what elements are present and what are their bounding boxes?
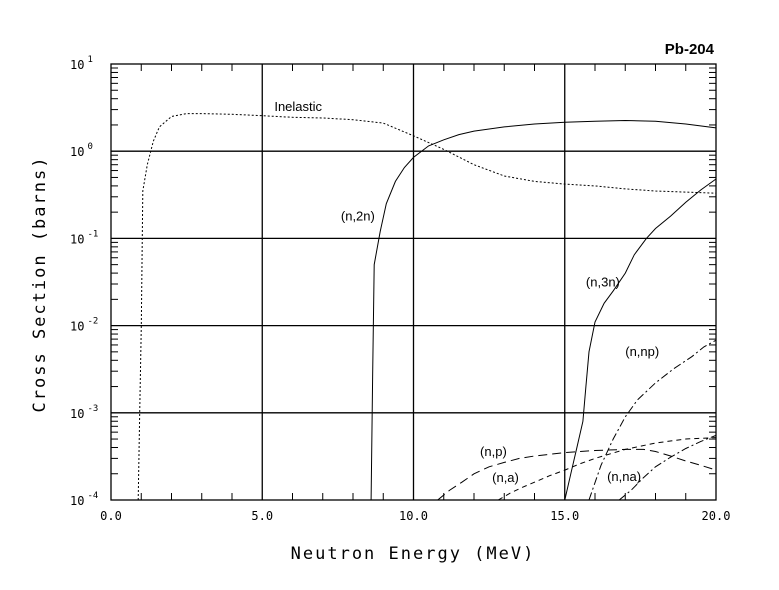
series-label-n-a: (n,a) (492, 470, 519, 485)
x-axis-label: Neutron Energy (MeV) (291, 544, 536, 564)
chart-title: Pb-204 (665, 41, 715, 58)
series-line-n-2n (370, 119, 717, 501)
series-line-n-a (497, 437, 717, 501)
series-line-n-np (588, 339, 717, 501)
series-labels: Inelastic (n,2n) (n,3n) (n,np) (n,p) (n,a) (n,… (274, 99, 659, 485)
series-label-n-2n: (n,2n) (341, 209, 375, 224)
y-tick-label: 10 1 (70, 55, 93, 72)
x-tick-label: 10.0 (399, 509, 428, 523)
series-line-inelastic (137, 113, 717, 501)
series-line-n-3n (564, 178, 717, 501)
x-tick-label: 0.0 (100, 509, 122, 523)
series-layer (137, 113, 717, 501)
y-tick-label: 10 -3 (70, 404, 98, 421)
series-label-n-na: (n,na) (607, 469, 641, 484)
series-label-n-p: (n,p) (480, 444, 507, 459)
y-tick-label: 10 -2 (70, 317, 98, 334)
plot-frame (110, 63, 717, 501)
series-label-n-np: (n,np) (625, 344, 659, 359)
y-tick-label: 10 -1 (70, 229, 98, 246)
x-tick-label: 20.0 (702, 509, 731, 523)
grid-lines (111, 64, 716, 500)
x-tick-labels: 0.0 5.0 10.0 15.0 20.0 (100, 509, 730, 523)
series-label-n-3n: (n,3n) (586, 275, 620, 290)
series-line-n-na (618, 434, 717, 501)
axis-ticks (111, 64, 716, 500)
y-tick-label: 10 -4 (70, 491, 98, 508)
series-label-inelastic: Inelastic (274, 99, 322, 114)
y-tick-label: 10 0 (70, 142, 93, 159)
x-tick-label: 5.0 (251, 509, 273, 523)
y-axis-label: Cross Section (barns) (30, 156, 50, 413)
x-tick-label: 15.0 (550, 509, 579, 523)
